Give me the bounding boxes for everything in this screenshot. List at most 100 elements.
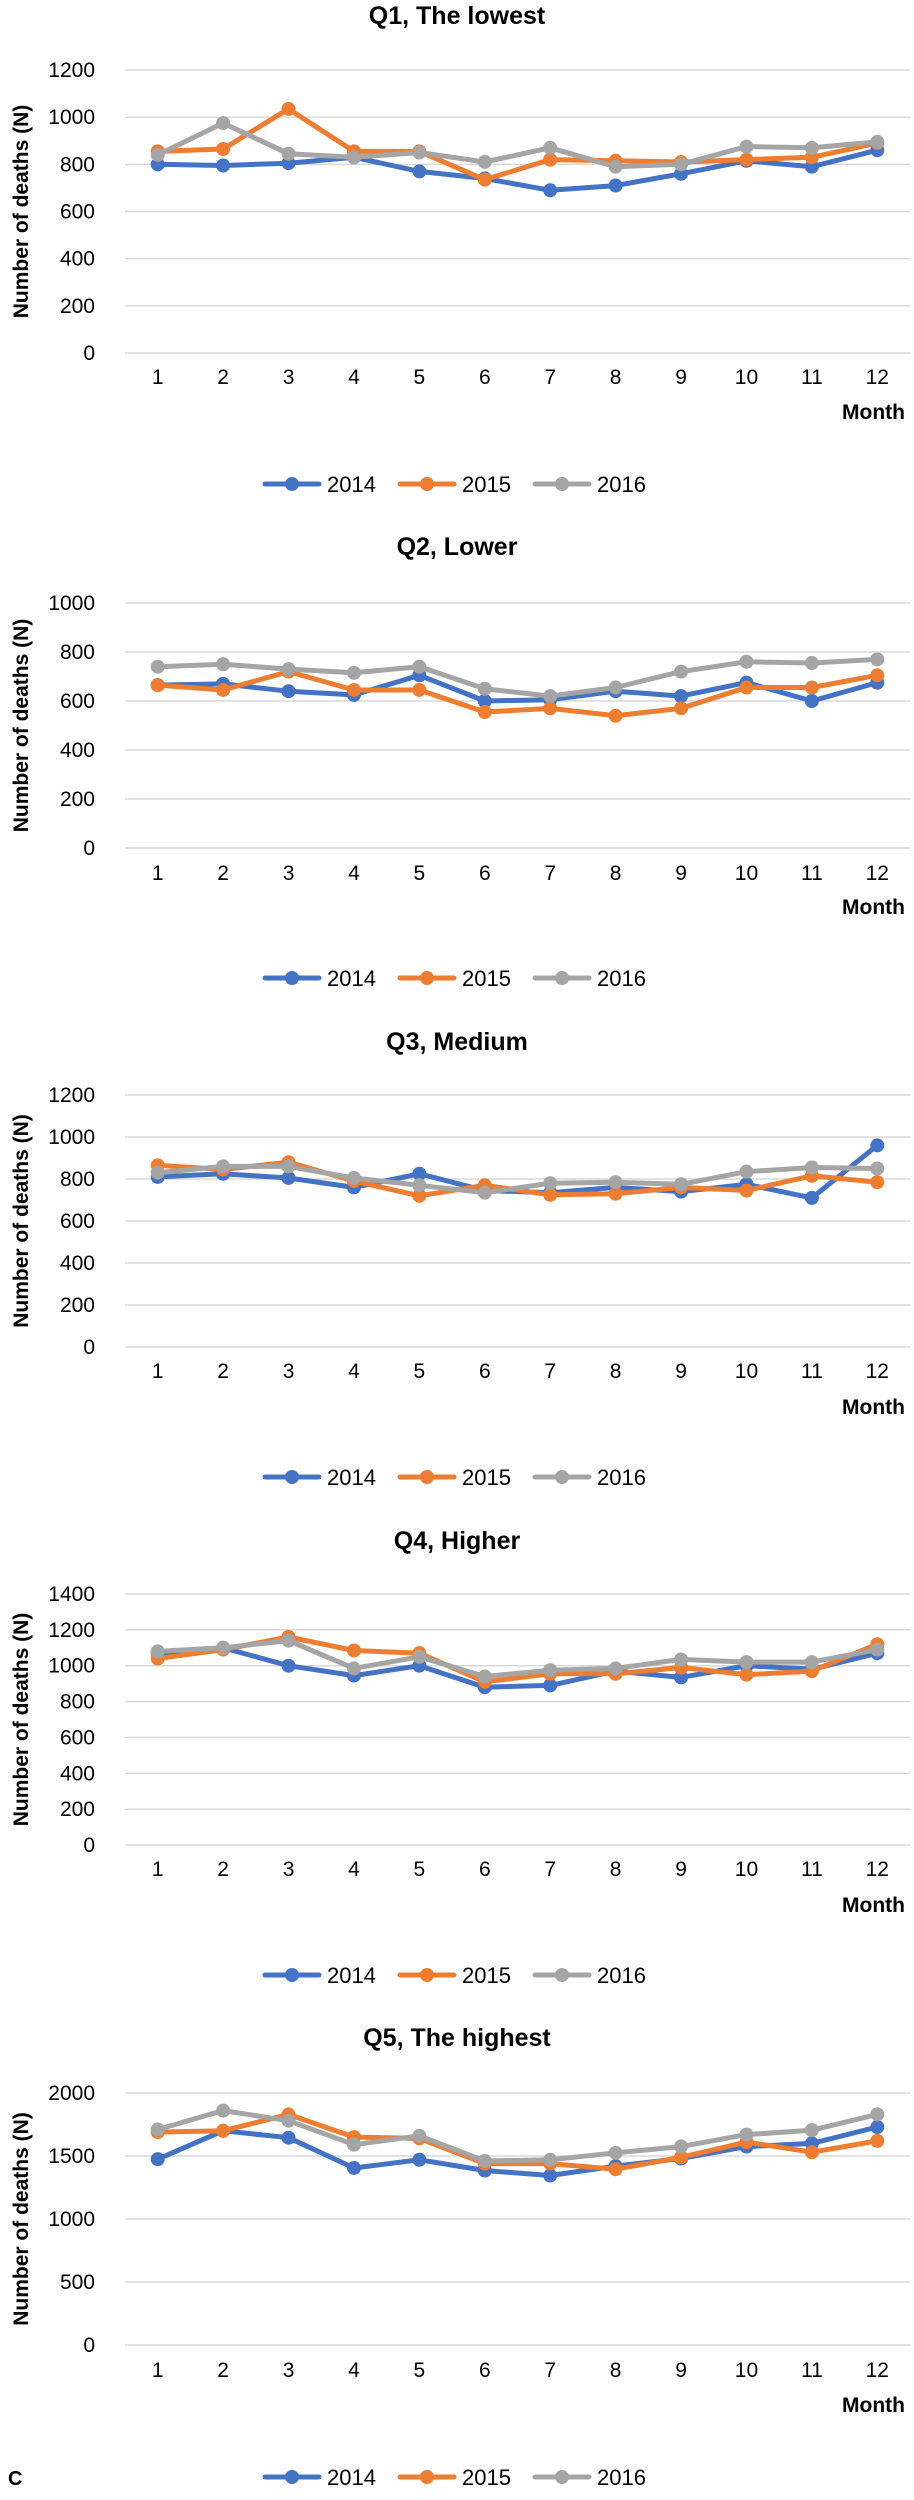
data-point-2016 — [281, 146, 296, 161]
data-point-2014 — [477, 694, 492, 708]
data-point-2016 — [870, 652, 885, 667]
legend-marker-2015 — [420, 477, 434, 491]
data-point-2016 — [412, 2128, 427, 2143]
data-point-2015 — [608, 1186, 623, 1201]
data-point-2016 — [608, 159, 623, 174]
legend-marker-2014 — [285, 1968, 299, 1982]
data-point-2016 — [412, 1178, 427, 1193]
data-point-2016 — [281, 1633, 296, 1648]
series-line-2016 — [155, 1163, 880, 1196]
data-point-2014 — [150, 2152, 165, 2167]
legend-marker-2016 — [555, 1968, 569, 1982]
data-point-2014 — [608, 178, 623, 193]
series-line-2016 — [155, 120, 880, 170]
x-tick-label: 1 — [152, 2359, 164, 2382]
data-point-2016 — [216, 1640, 231, 1655]
x-tick-label: 5 — [414, 1360, 426, 1383]
y-tick-label: 800 — [60, 153, 95, 176]
data-point-2016 — [739, 139, 754, 154]
legend-label: 2014 — [327, 966, 376, 991]
data-point-2015 — [870, 2133, 885, 2148]
legend-label: 2015 — [462, 2465, 511, 2490]
data-point-2016 — [674, 1177, 689, 1192]
x-tick-label: 7 — [544, 2359, 556, 2382]
legend-label: 2014 — [327, 2465, 376, 2490]
series-line-2015 — [155, 1634, 880, 1685]
data-point-2014 — [281, 1170, 296, 1185]
y-axis-title: Number of deaths (N) — [10, 1114, 33, 1328]
data-point-2016 — [870, 1161, 885, 1176]
x-tick-label: 4 — [348, 2359, 360, 2382]
y-tick-label: 200 — [60, 1294, 95, 1317]
y-tick-label: 1400 — [48, 1583, 95, 1606]
y-tick-label: 1000 — [48, 1126, 95, 1149]
x-tick-label: 1 — [152, 366, 164, 389]
legend-marker-2016 — [555, 477, 569, 491]
x-tick-label: 3 — [283, 2359, 295, 2382]
data-point-2016 — [477, 1185, 492, 1200]
x-tick-label: 3 — [283, 1360, 295, 1383]
data-point-2016 — [608, 2145, 623, 2160]
legend-marker-2015 — [420, 1470, 434, 1484]
legend-label: 2016 — [597, 966, 646, 991]
data-point-2015 — [281, 101, 296, 116]
x-tick-label: 10 — [735, 2359, 758, 2382]
y-tick-label: 1000 — [48, 1655, 95, 1678]
chart-title: Q5, The highest — [363, 2024, 551, 2052]
data-point-2016 — [804, 1160, 819, 1175]
legend-label: 2015 — [462, 472, 511, 497]
y-tick-label: 200 — [60, 1798, 95, 1821]
x-tick-label: 9 — [675, 862, 687, 885]
y-tick-label: 1000 — [48, 2208, 95, 2231]
data-point-2014 — [281, 1658, 296, 1673]
y-tick-label: 1500 — [48, 2145, 95, 2168]
data-point-2016 — [281, 2113, 296, 2128]
data-point-2015 — [216, 2123, 231, 2138]
data-point-2016 — [216, 116, 231, 131]
data-point-2016 — [543, 140, 558, 155]
x-tick-label: 12 — [866, 1858, 889, 1881]
x-tick-label: 6 — [479, 2359, 491, 2382]
y-tick-label: 800 — [60, 1691, 95, 1714]
data-point-2015 — [739, 1667, 754, 1682]
data-point-2016 — [477, 154, 492, 169]
x-tick-label: 9 — [675, 1858, 687, 1881]
data-point-2015 — [412, 682, 427, 697]
x-tick-label: 8 — [610, 1360, 622, 1383]
legend-label: 2015 — [462, 966, 511, 991]
data-point-2016 — [150, 1644, 165, 1659]
legend-label: 2016 — [597, 472, 646, 497]
data-point-2016 — [739, 2127, 754, 2142]
x-tick-label: 4 — [348, 1858, 360, 1881]
y-tick-label: 600 — [60, 690, 95, 713]
legend-label: 2016 — [597, 1963, 646, 1988]
y-tick-label: 0 — [83, 1336, 95, 1359]
series-line-2016 — [155, 656, 880, 699]
legend-marker-2015 — [420, 971, 434, 985]
data-point-2016 — [674, 157, 689, 172]
x-tick-label: 11 — [801, 2359, 823, 2382]
x-tick-label: 7 — [544, 366, 556, 389]
data-point-2016 — [739, 654, 754, 669]
data-point-2015 — [739, 1183, 754, 1198]
chart-title: Q3, Medium — [386, 1028, 528, 1056]
x-tick-label: 11 — [801, 1360, 823, 1383]
chart-2: Q2, Lower 0 200 400 600 800 1000 Number of deat… — [10, 533, 910, 991]
data-point-2016 — [216, 2103, 231, 2118]
x-tick-label: 6 — [479, 1858, 491, 1881]
legend-label: 2014 — [327, 1465, 376, 1490]
chart-title: Q4, Higher — [394, 1527, 521, 1555]
data-point-2016 — [804, 656, 819, 671]
x-tick-label: 11 — [801, 862, 823, 885]
x-tick-label: 7 — [544, 862, 556, 885]
data-point-2015 — [412, 1188, 427, 1203]
x-tick-label: 2 — [217, 1858, 229, 1881]
y-tick-label: 600 — [60, 1210, 95, 1233]
data-point-2016 — [150, 2122, 165, 2137]
x-tick-label: 2 — [217, 862, 229, 885]
x-axis-title: Month — [842, 2394, 905, 2417]
data-point-2014 — [412, 1166, 427, 1181]
data-point-2016 — [412, 1649, 427, 1664]
data-point-2015 — [804, 680, 819, 695]
x-tick-label: 2 — [217, 1360, 229, 1383]
